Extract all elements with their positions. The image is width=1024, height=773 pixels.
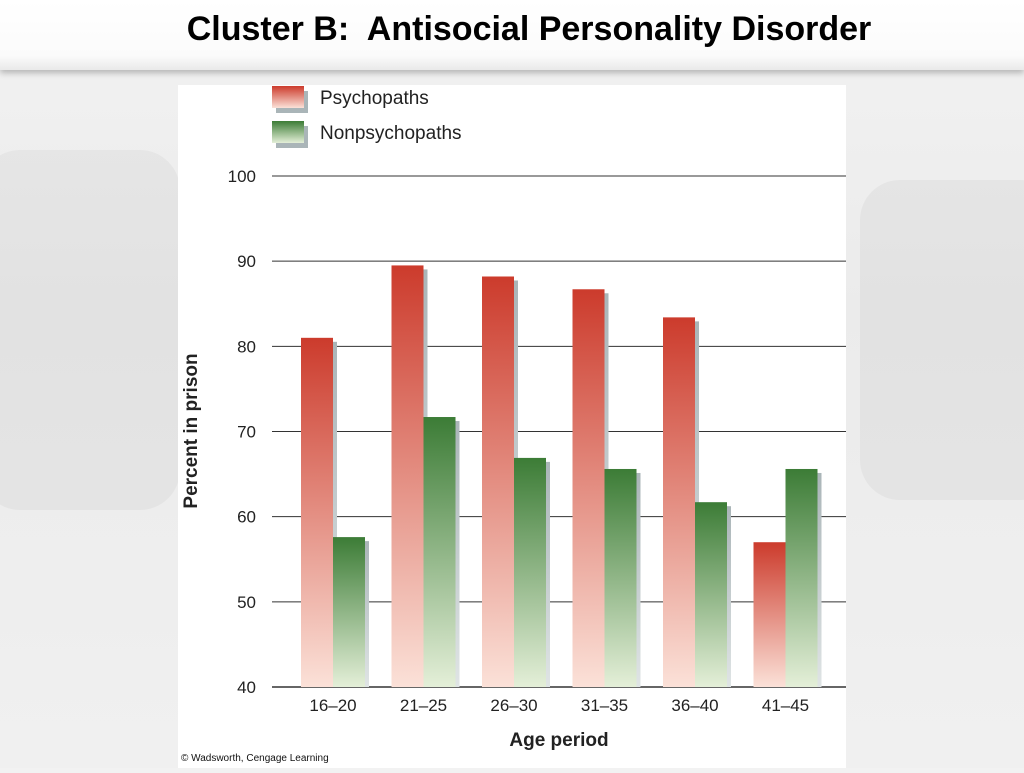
- bar-nonpsychopaths: [514, 457, 546, 687]
- x-tick-labels: 16–20 21–25 26–30 31–35 36–40 41–45: [309, 696, 809, 715]
- bar-nonpsychopaths: [423, 417, 456, 687]
- bar-nonpsychopaths: [785, 468, 818, 687]
- x-tick-label: 36–40: [671, 696, 718, 715]
- background-shape: [0, 150, 180, 510]
- title-bar: Cluster B: Antisocial Personality Disord…: [0, 0, 1024, 70]
- bar-psychopaths: [482, 276, 514, 687]
- y-tick-label: 50: [237, 593, 256, 612]
- bar-psychopaths: [301, 337, 333, 687]
- y-tick-label: 70: [237, 423, 256, 442]
- bar-psychopaths: [663, 317, 695, 687]
- x-tick-label: 41–45: [762, 696, 809, 715]
- bar-psychopaths: [572, 289, 605, 687]
- y-tick-label: 100: [228, 167, 256, 186]
- bar-nonpsychopaths: [604, 468, 637, 687]
- y-tick-labels: 40 50 60 70 80 90 100: [228, 167, 256, 697]
- bar-nonpsychopaths: [333, 537, 365, 687]
- y-tick-label: 60: [237, 508, 256, 527]
- chart-panel: Psychopaths Nonpsychopaths 40 50 60 70 80 90 10…: [178, 85, 846, 768]
- chart-legend: Psychopaths Nonpsychopaths: [272, 86, 462, 148]
- bars: [301, 265, 822, 687]
- x-tick-label: 31–35: [581, 696, 628, 715]
- bar-psychopaths: [391, 265, 424, 687]
- bar-nonpsychopaths: [695, 502, 727, 687]
- legend-swatch: [272, 121, 304, 143]
- y-tick-label: 80: [237, 337, 256, 356]
- legend-label: Nonpsychopaths: [320, 123, 462, 144]
- copyright-credit: © Wadsworth, Cengage Learning: [181, 753, 329, 764]
- legend-swatch: [272, 86, 304, 108]
- bar-psychopaths: [753, 542, 786, 687]
- x-axis-label: Age period: [509, 730, 608, 751]
- x-tick-label: 26–30: [490, 696, 537, 715]
- background-shape: [860, 180, 1024, 500]
- legend-label: Psychopaths: [320, 88, 429, 109]
- y-tick-label: 40: [237, 678, 256, 697]
- y-axis-label: Percent in prison: [181, 353, 202, 508]
- x-tick-label: 21–25: [400, 696, 447, 715]
- bar-chart: Psychopaths Nonpsychopaths 40 50 60 70 80 90 10…: [181, 86, 846, 764]
- slide-title: Cluster B: Antisocial Personality Disord…: [186, 10, 872, 48]
- x-tick-label: 16–20: [309, 696, 356, 715]
- y-tick-label: 90: [237, 252, 256, 271]
